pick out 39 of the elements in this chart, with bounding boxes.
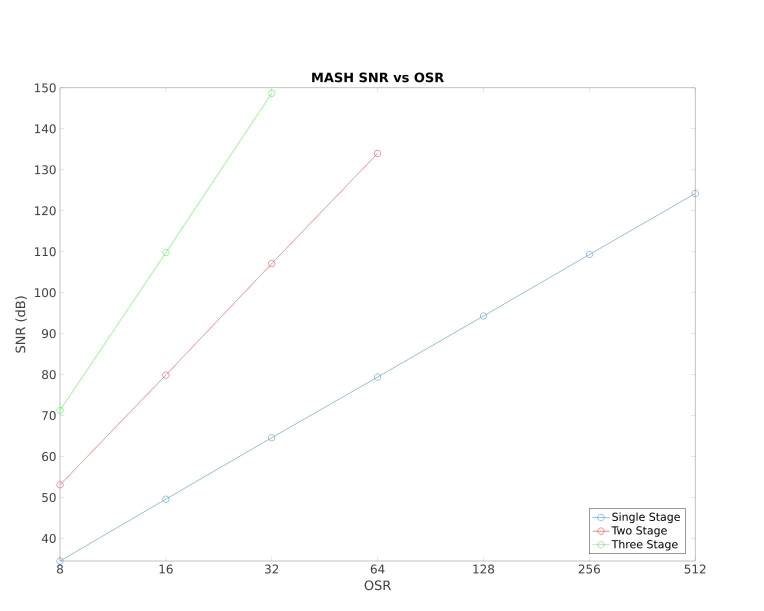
y-axis-title: SNR (dB) <box>15 296 27 353</box>
y-tick-label: 130 <box>34 165 56 174</box>
point <box>56 558 64 564</box>
legend-label: Two Stage <box>612 526 667 537</box>
y-tick-label: 40 <box>42 534 56 543</box>
y-tick-label: 90 <box>42 329 56 338</box>
point <box>374 150 381 157</box>
point <box>268 434 276 442</box>
x-tick-label: 16 <box>160 564 173 574</box>
point <box>268 260 276 267</box>
x-axis-title: OSR <box>364 580 391 590</box>
y-tick-label: 50 <box>42 492 56 502</box>
x-tick-label: 256 <box>578 564 600 574</box>
point <box>268 90 276 97</box>
x-tick-label: 64 <box>370 564 385 574</box>
y-tick-label: 140 <box>34 124 56 134</box>
point <box>480 312 487 320</box>
point <box>374 374 381 380</box>
point <box>692 190 699 197</box>
legend-label: Three Stage <box>612 540 678 551</box>
y-tick-label: 80 <box>42 370 56 380</box>
x-tick-label: 8 <box>57 564 63 574</box>
point <box>162 496 170 503</box>
point <box>162 372 170 378</box>
point <box>586 251 593 258</box>
point <box>56 481 64 488</box>
point <box>56 406 64 414</box>
y-tick-label: 70 <box>42 411 56 420</box>
x-tick-label: 128 <box>473 564 494 574</box>
y-tick-label: 110 <box>34 247 56 256</box>
y-tick-label: 60 <box>42 452 56 462</box>
y-tick-label: 150 <box>34 83 56 92</box>
x-tick-label: 32 <box>265 564 278 574</box>
legend-label: Single Stage <box>612 512 680 524</box>
x-tick-label: 512 <box>684 564 706 574</box>
chart-title: MASH SNR vs OSR <box>312 72 444 82</box>
y-tick-label: 120 <box>34 206 56 216</box>
y-tick-label: 100 <box>34 288 56 298</box>
point <box>162 249 170 256</box>
